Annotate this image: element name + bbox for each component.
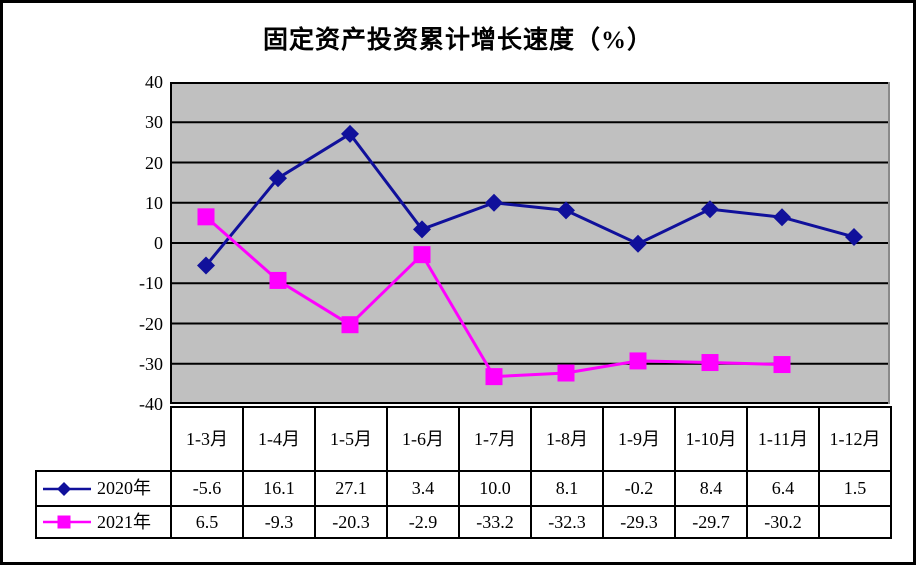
month-header-cell: 1-8月 <box>530 406 604 472</box>
legend-label: 2021年 <box>97 511 151 532</box>
month-header-cell: 1-4月 <box>242 406 316 472</box>
y-axis-tick-label: -10 <box>139 273 163 294</box>
square-marker-2021年 <box>269 271 287 289</box>
value-cell <box>818 505 892 539</box>
month-header-cell: 1-12月 <box>818 406 892 472</box>
square-marker-2021年 <box>773 356 791 374</box>
legend-cell-2021年: 2021年 <box>35 505 172 539</box>
square-marker-2021年 <box>413 246 431 264</box>
series-line-2020年 <box>204 131 855 267</box>
month-header-cell: 1-11月 <box>746 406 820 472</box>
square-marker-2021年 <box>557 364 575 382</box>
value-cell: 27.1 <box>314 470 388 507</box>
diamond-marker-2020年 <box>413 220 431 239</box>
legend-square-icon <box>43 515 91 529</box>
square-marker-2021年 <box>485 368 503 386</box>
y-axis-tick-label: 30 <box>145 112 163 133</box>
y-axis-tick-label: 10 <box>145 192 163 213</box>
diamond-marker-2020年 <box>845 227 863 246</box>
square-marker-2021年 <box>341 316 359 334</box>
chart-title: 固定资产投资累计增长速度（%） <box>262 27 653 54</box>
y-axis-tick-label: 0 <box>154 233 163 253</box>
y-axis-tick-label: 20 <box>145 152 163 173</box>
value-cell: 1.5 <box>818 470 892 507</box>
value-cell: -20.3 <box>314 505 388 539</box>
value-cell: 10.0 <box>458 470 532 507</box>
month-header-cell: 1-5月 <box>314 406 388 472</box>
value-cell: -33.2 <box>458 505 532 539</box>
diamond-marker-2020年 <box>341 124 359 143</box>
value-cell: -29.3 <box>602 505 676 539</box>
value-cell: 8.1 <box>530 470 604 507</box>
month-header-cell: 1-10月 <box>674 406 748 472</box>
month-header-cell: 1-6月 <box>386 406 460 472</box>
value-cell: 6.4 <box>746 470 820 507</box>
legend-label: 2020年 <box>97 478 151 499</box>
diamond-marker-2020年 <box>701 200 719 219</box>
diamond-marker-2020年 <box>773 208 791 227</box>
diamond-marker-2020年 <box>557 201 575 220</box>
value-cell: -30.2 <box>746 505 820 539</box>
value-cell: -9.3 <box>242 505 316 539</box>
square-marker-2021年 <box>629 352 647 370</box>
value-cell: -2.9 <box>386 505 460 539</box>
month-header-cell: 1-7月 <box>458 406 532 472</box>
legend-cell-2020年: 2020年 <box>35 470 172 507</box>
value-cell: 6.5 <box>170 505 244 539</box>
diamond-marker-2020年 <box>197 256 215 275</box>
value-cell: -32.3 <box>530 505 604 539</box>
y-axis-tick-label: -30 <box>139 353 163 374</box>
value-cell: 3.4 <box>386 470 460 507</box>
table-corner-blank <box>36 407 171 471</box>
value-cell: -5.6 <box>170 470 244 507</box>
plot-area <box>170 82 890 404</box>
value-cell: 8.4 <box>674 470 748 507</box>
diamond-marker-2020年 <box>269 169 287 188</box>
y-axis-tick-label: 40 <box>145 72 163 92</box>
month-header-cell: 1-3月 <box>170 406 244 472</box>
month-header-cell: 1-9月 <box>602 406 676 472</box>
y-axis-tick-label: -20 <box>139 313 163 334</box>
value-cell: -29.7 <box>674 505 748 539</box>
data-table: 1-3月 1-4月 1-5月 1-6月 1-7月 1-8月 1-9月 1-10月 1-11月 1-… <box>35 406 892 539</box>
series-line-2021年 <box>205 215 783 379</box>
value-cell: -0.2 <box>602 470 676 507</box>
legend-diamond-icon <box>43 481 91 496</box>
diamond-marker-2020年 <box>629 234 647 253</box>
y-axis-tick-label: -40 <box>139 394 163 414</box>
plot-svg <box>170 82 890 404</box>
value-cell: 16.1 <box>242 470 316 507</box>
square-marker-2021年 <box>701 354 719 372</box>
square-marker-2021年 <box>197 208 215 226</box>
diamond-marker-2020年 <box>485 193 503 212</box>
